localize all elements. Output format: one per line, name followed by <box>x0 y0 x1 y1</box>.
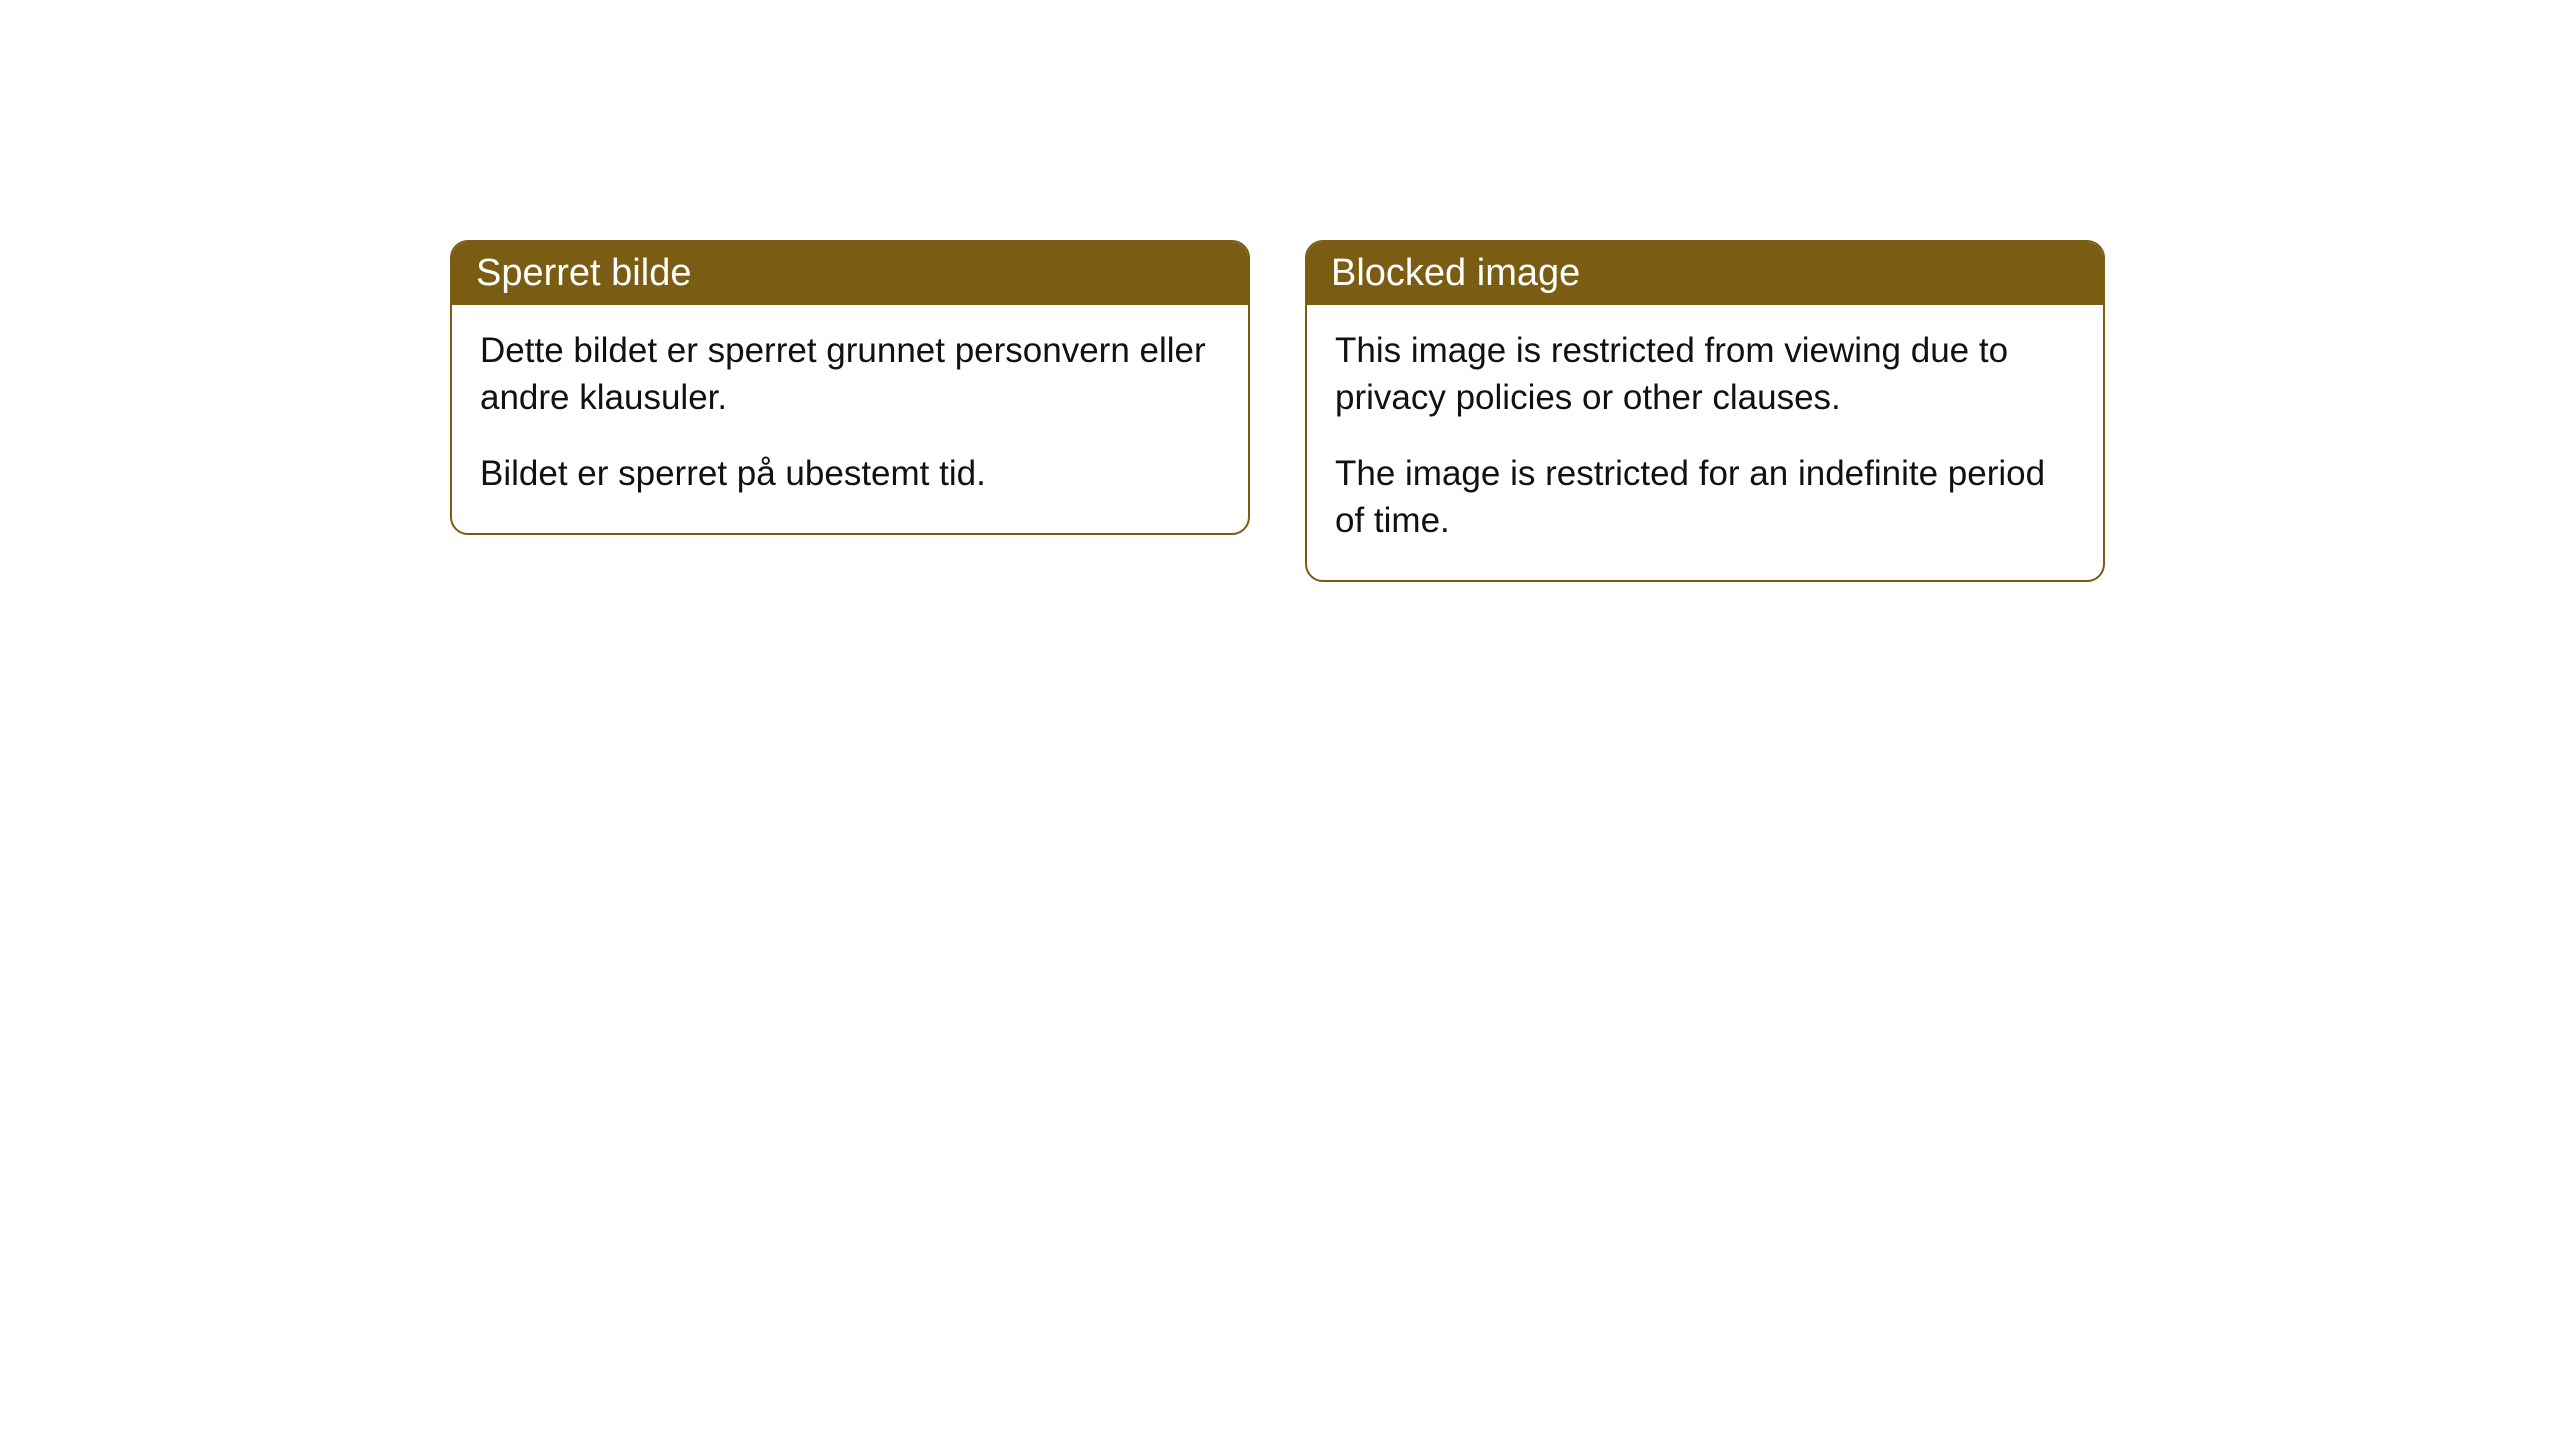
card-paragraph: Dette bildet er sperret grunnet personve… <box>480 327 1220 422</box>
card-title: Blocked image <box>1331 252 1580 294</box>
card-body: Dette bildet er sperret grunnet personve… <box>452 305 1248 533</box>
blocked-image-card-norwegian: Sperret bilde Dette bildet er sperret gr… <box>450 240 1250 535</box>
card-header: Blocked image <box>1307 242 2103 305</box>
card-body: This image is restricted from viewing du… <box>1307 305 2103 580</box>
card-paragraph: The image is restricted for an indefinit… <box>1335 450 2075 545</box>
card-header: Sperret bilde <box>452 242 1248 305</box>
card-title: Sperret bilde <box>476 252 691 294</box>
blocked-image-card-english: Blocked image This image is restricted f… <box>1305 240 2105 582</box>
card-paragraph: This image is restricted from viewing du… <box>1335 327 2075 422</box>
card-paragraph: Bildet er sperret på ubestemt tid. <box>480 450 1220 497</box>
